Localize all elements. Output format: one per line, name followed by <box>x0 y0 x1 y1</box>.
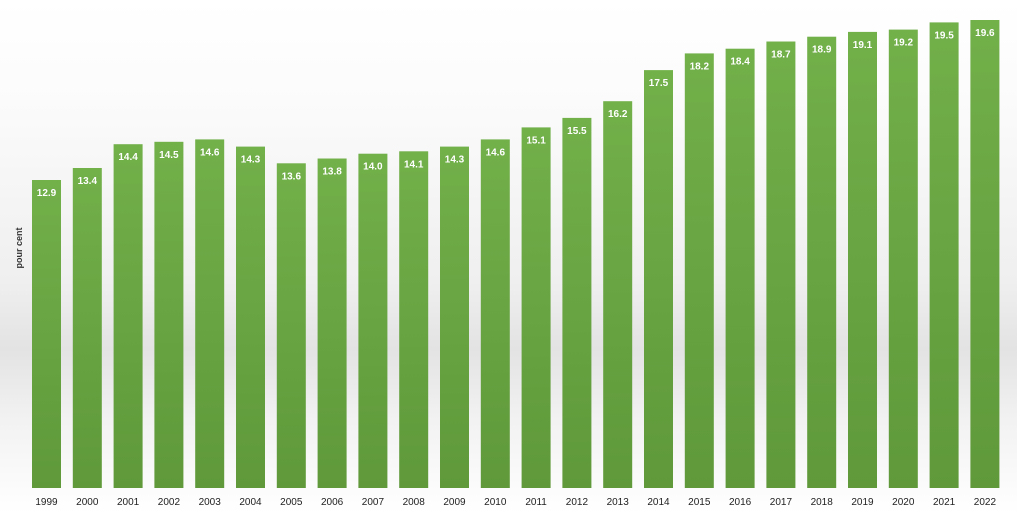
x-tick-label-2012: 2012 <box>566 497 589 508</box>
x-tick-label-2018: 2018 <box>811 497 834 508</box>
bar-2006 <box>317 158 347 488</box>
bar-2004 <box>236 146 265 488</box>
data-label-2018: 18.9 <box>812 45 832 56</box>
bar-2017 <box>766 41 796 488</box>
bar-2005 <box>276 163 306 489</box>
bar-2019 <box>848 31 877 489</box>
data-label-2015: 18.2 <box>690 61 710 72</box>
x-tick-label-2016: 2016 <box>729 497 752 508</box>
bar-2013 <box>603 101 633 488</box>
bar-1999 <box>32 180 61 488</box>
data-label-2007: 14.0 <box>363 162 383 173</box>
bar-2010 <box>480 139 510 488</box>
x-tick-label-2015: 2015 <box>688 497 711 508</box>
bar-2001 <box>113 144 143 488</box>
x-tick-label-2017: 2017 <box>770 497 793 508</box>
data-label-2011: 15.1 <box>526 135 546 146</box>
data-label-2013: 16.2 <box>608 109 628 120</box>
data-label-2010: 14.6 <box>486 147 506 158</box>
x-tick-labels-group: 1999 2000 2001 2002 2003 2004 2005 2006 2007 2008… <box>35 497 996 508</box>
x-tick-label-2020: 2020 <box>892 497 915 508</box>
bar-2022 <box>970 20 1000 488</box>
bar-2015 <box>684 53 714 489</box>
x-tick-label-2001: 2001 <box>117 497 140 508</box>
data-label-2006: 13.8 <box>322 167 342 178</box>
x-tick-label-2006: 2006 <box>321 497 344 508</box>
data-label-2003: 14.6 <box>200 147 220 158</box>
bars-group <box>32 20 1000 489</box>
x-tick-label-2005: 2005 <box>280 497 303 508</box>
x-tick-label-2004: 2004 <box>239 497 262 508</box>
bar-2007 <box>358 153 388 488</box>
data-labels-group: 12.9 13.4 14.4 14.5 14.6 14.3 13.6 13.8 14.0 14.1… <box>37 28 995 199</box>
data-label-2022: 19.6 <box>975 28 995 39</box>
data-label-2017: 18.7 <box>771 50 791 61</box>
x-tick-label-2008: 2008 <box>403 497 426 508</box>
data-label-2021: 19.5 <box>934 30 954 41</box>
bar-2009 <box>440 146 469 488</box>
bar-2016 <box>725 48 755 488</box>
x-tick-label-2007: 2007 <box>362 497 385 508</box>
bar-2020 <box>888 29 918 488</box>
bar-2014 <box>644 70 673 488</box>
x-tick-label-2003: 2003 <box>199 497 222 508</box>
data-label-2002: 14.5 <box>159 150 179 161</box>
x-tick-label-1999: 1999 <box>35 497 58 508</box>
data-label-2012: 15.5 <box>567 126 587 137</box>
data-label-2009: 14.3 <box>445 155 465 166</box>
x-tick-label-2010: 2010 <box>484 497 507 508</box>
data-label-2020: 19.2 <box>894 38 914 49</box>
x-tick-label-2021: 2021 <box>933 497 956 508</box>
data-label-2005: 13.6 <box>282 171 302 182</box>
data-label-1999: 12.9 <box>37 188 57 199</box>
bar-2002 <box>154 141 184 489</box>
x-tick-label-2022: 2022 <box>974 497 997 508</box>
x-tick-label-2011: 2011 <box>525 497 547 508</box>
x-tick-label-2013: 2013 <box>607 497 630 508</box>
data-label-2000: 13.4 <box>78 176 98 187</box>
data-label-2004: 14.3 <box>241 155 261 166</box>
y-axis-title: pour cent <box>14 227 24 268</box>
x-tick-label-2009: 2009 <box>443 497 466 508</box>
x-tick-label-2002: 2002 <box>158 497 181 508</box>
bar-2008 <box>399 151 429 489</box>
x-tick-label-2019: 2019 <box>851 497 874 508</box>
bar-2021 <box>929 22 959 489</box>
bar-2003 <box>195 139 225 488</box>
data-label-2019: 19.1 <box>853 40 873 51</box>
bar-2000 <box>72 168 102 488</box>
bar-2018 <box>807 36 837 488</box>
bar-2011 <box>521 127 551 489</box>
x-tick-label-2014: 2014 <box>647 497 670 508</box>
data-label-2014: 17.5 <box>649 78 669 89</box>
data-label-2001: 14.4 <box>118 152 138 163</box>
data-label-2016: 18.4 <box>730 57 750 68</box>
x-tick-label-2000: 2000 <box>76 497 99 508</box>
bar-2012 <box>562 117 592 489</box>
data-label-2008: 14.1 <box>404 159 424 170</box>
